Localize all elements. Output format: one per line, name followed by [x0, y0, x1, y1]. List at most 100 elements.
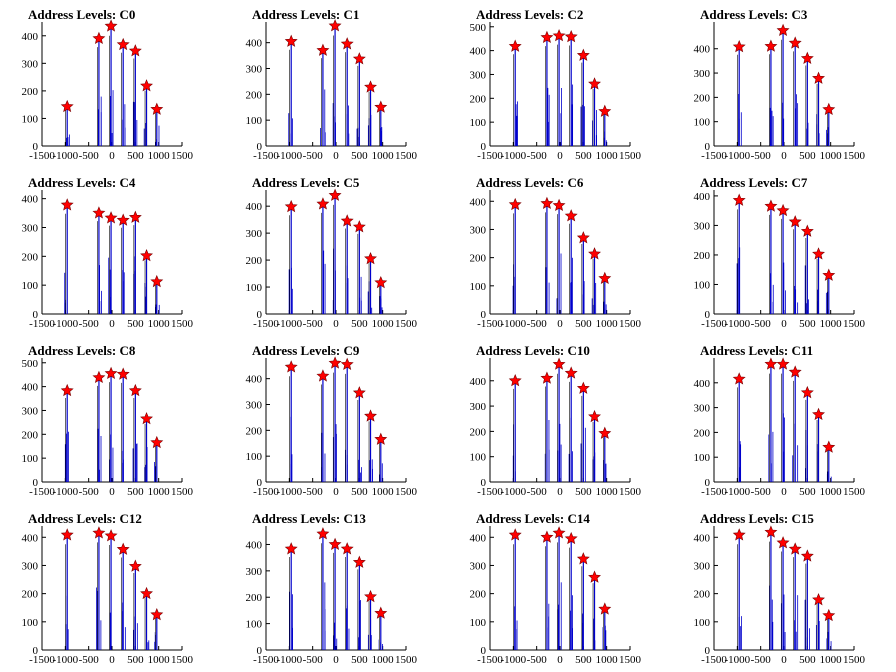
x-tick-label: 1000: [148, 318, 171, 330]
peak-marker: [508, 197, 522, 211]
y-tick-label: 400: [22, 31, 39, 43]
x-tick-label: 500: [351, 150, 368, 162]
peak-marker: [588, 409, 601, 423]
peak-marker: [284, 542, 298, 555]
y-tick-label: 0: [33, 477, 39, 489]
x-tick-label: -1500: [477, 486, 503, 498]
x-tick-label: -500: [303, 654, 324, 666]
peak-marker: [140, 586, 153, 600]
peak-marker: [316, 197, 330, 210]
x-tick-label: -500: [79, 318, 100, 330]
peak-marker: [576, 231, 590, 244]
x-tick-label: 1000: [372, 486, 395, 498]
y-tick-label: 300: [470, 401, 487, 413]
peak-marker: [552, 29, 566, 42]
peak-marker: [328, 537, 342, 550]
subplot-4: Address Levels: C4 0 100 200 300 400 -1500-100…: [22, 175, 194, 330]
y-tick-label: 400: [694, 44, 711, 56]
x-tick-label: 1500: [843, 654, 866, 666]
peak-marker: [116, 213, 130, 226]
x-tick-label: 1500: [171, 150, 194, 162]
x-tick-label: -500: [303, 150, 324, 162]
x-tick-label: 0: [557, 486, 563, 498]
y-tick-label: 200: [22, 429, 39, 441]
y-tick-label: 100: [694, 452, 711, 464]
peak-marker: [732, 372, 746, 385]
peak-marker: [364, 409, 377, 422]
y-tick-label: 400: [470, 532, 487, 544]
y-tick-label: 300: [694, 560, 711, 572]
subplot-title: Address Levels: C7: [700, 175, 808, 190]
x-tick-label: -500: [527, 318, 548, 330]
peak-marker: [128, 210, 142, 223]
x-tick-label: 0: [333, 150, 339, 162]
y-tick-label: 400: [694, 532, 711, 544]
peak-marker: [764, 525, 778, 538]
y-tick-label: 100: [694, 279, 711, 291]
y-tick-label: 0: [481, 477, 487, 489]
x-tick-label: 1500: [843, 318, 866, 330]
peak-marker: [140, 248, 153, 262]
peak-marker: [576, 381, 590, 394]
x-tick-label: 0: [109, 318, 115, 330]
x-tick-label: 500: [799, 486, 816, 498]
x-tick-label: -500: [751, 318, 772, 330]
x-tick-label: -1500: [253, 150, 279, 162]
subplot-title: Address Levels: C13: [252, 511, 366, 526]
peak-marker: [776, 203, 790, 217]
y-tick-label: 0: [481, 141, 487, 153]
peak-marker: [328, 19, 342, 32]
x-tick-label: 0: [109, 486, 115, 498]
subplot-2: Address Levels: C20100200300400500-1500-…: [470, 7, 642, 162]
y-tick-label: 100: [694, 117, 711, 129]
x-tick-label: -1000: [500, 486, 526, 498]
x-tick-label: -500: [527, 150, 548, 162]
subplot-10: Address Levels: C10 0 100 200 300 400 -1500-10…: [470, 343, 642, 498]
x-tick-label: 500: [351, 486, 368, 498]
y-tick-label: 500: [22, 358, 39, 370]
x-tick-label: 1500: [395, 150, 418, 162]
peak-marker: [800, 224, 814, 237]
peak-marker: [776, 536, 790, 549]
y-tick-label: 400: [694, 378, 711, 390]
x-tick-label: 1500: [395, 318, 418, 330]
peak-marker: [128, 559, 142, 572]
y-tick-label: 400: [246, 201, 263, 213]
peak-marker: [822, 102, 836, 116]
y-tick-label: 200: [470, 93, 487, 105]
peak-marker: [128, 44, 142, 57]
y-tick-label: 0: [33, 309, 39, 321]
y-tick-label: 300: [694, 220, 711, 232]
peak-marker: [92, 370, 106, 384]
peak-marker: [776, 357, 790, 370]
peak-marker: [540, 30, 554, 43]
x-tick-label: 1000: [820, 486, 843, 498]
subplot-3: Address Levels: C3 0 100 200 300 400 -1500-100…: [694, 7, 866, 162]
x-tick-label: -1000: [52, 150, 78, 162]
peak-marker: [598, 271, 612, 284]
x-tick-label: -1500: [29, 318, 55, 330]
subplot-title: Address Levels: C9: [252, 343, 360, 358]
x-tick-label: -1000: [52, 486, 78, 498]
peak-marker: [92, 526, 106, 539]
peak-marker: [508, 528, 522, 541]
y-tick-label: 0: [257, 477, 263, 489]
subplot-title: Address Levels: C14: [476, 511, 590, 526]
subplot-6: Address Levels: C6 0 100 200 300 400 -1500-100…: [470, 175, 642, 330]
x-tick-label: 1000: [372, 654, 395, 666]
y-tick-label: 0: [705, 141, 711, 153]
subplot-title: Address Levels: C10: [476, 343, 590, 358]
peak-marker: [764, 357, 778, 370]
x-tick-label: 0: [333, 654, 339, 666]
x-tick-label: -1500: [701, 318, 727, 330]
peak-marker: [316, 43, 330, 56]
x-tick-label: 0: [557, 654, 563, 666]
x-tick-label: -500: [751, 654, 772, 666]
x-tick-label: -1000: [52, 654, 78, 666]
peak-marker: [150, 274, 164, 288]
x-tick-label: 0: [109, 654, 115, 666]
peak-marker: [822, 608, 836, 622]
peak-marker: [800, 385, 814, 399]
x-tick-label: 1500: [171, 318, 194, 330]
peak-marker: [284, 360, 298, 373]
